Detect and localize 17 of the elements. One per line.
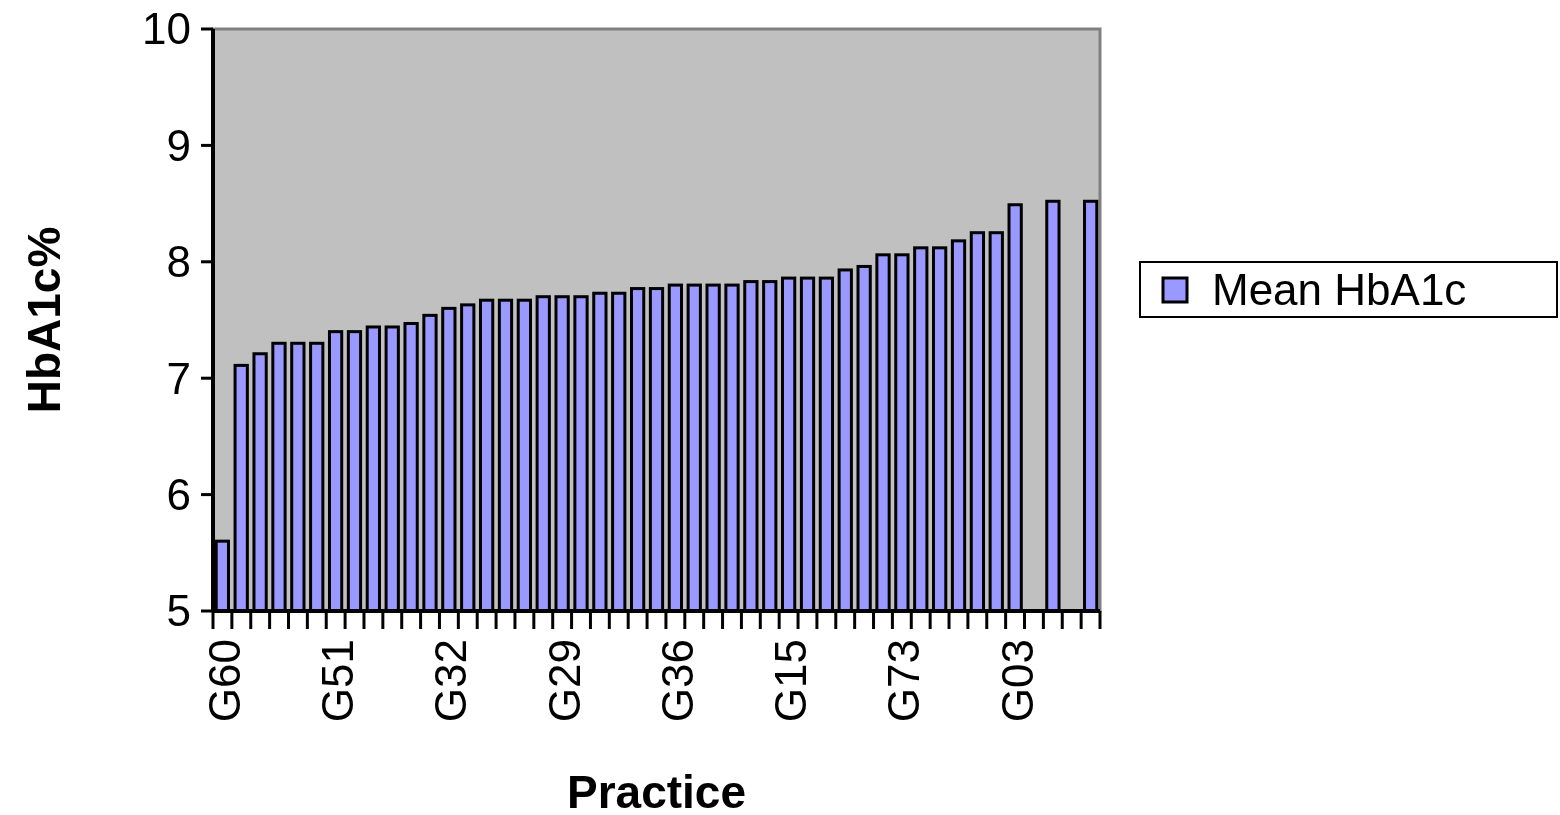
x-tick-label: G32 — [426, 639, 476, 723]
y-tick-label: 5 — [166, 586, 191, 636]
y-tick-label: 9 — [166, 120, 191, 170]
x-tick-label: G60 — [199, 639, 249, 723]
legend-label: Mean HbA1c — [1212, 265, 1467, 315]
x-tick-label: G15 — [766, 639, 816, 723]
y-axis-title: HbA1c% — [18, 226, 70, 414]
y-tick-label: 10 — [142, 4, 191, 54]
y-tick-label: 6 — [166, 470, 191, 519]
x-tick-label: G36 — [652, 639, 702, 723]
x-tick-label: G51 — [313, 639, 362, 723]
x-axis-title: Practice — [566, 766, 747, 815]
y-tick-label: 7 — [166, 353, 191, 403]
x-tick-label: G73 — [879, 639, 929, 723]
y-tick-label: 8 — [166, 237, 191, 287]
x-tick-label: G03 — [992, 639, 1042, 723]
x-tick-label: G29 — [539, 639, 589, 723]
